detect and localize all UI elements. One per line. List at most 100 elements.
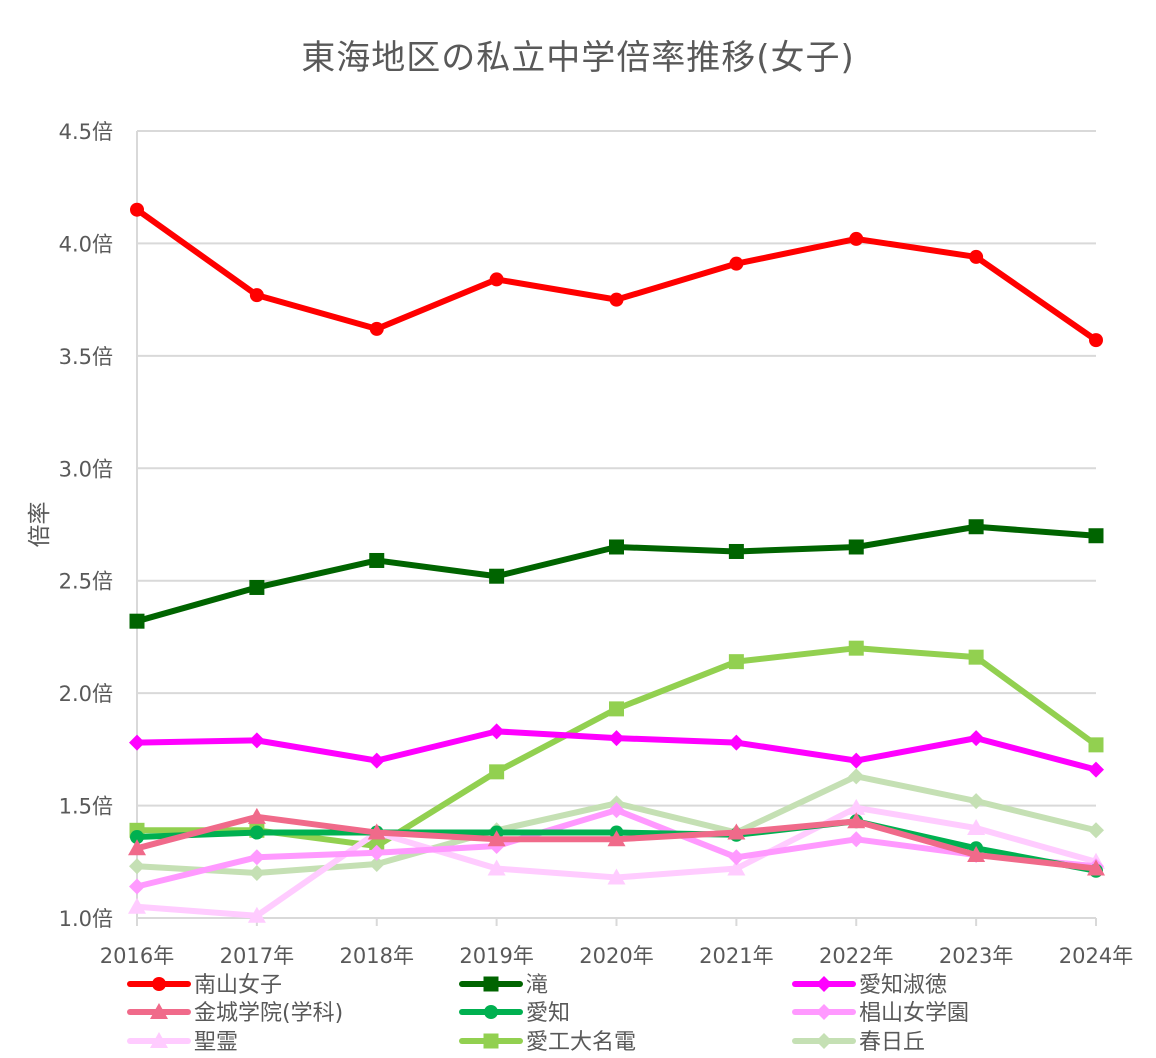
legend-item: 滝 (459, 973, 548, 998)
y-tick-label: 2.0倍 (59, 682, 113, 706)
data-point (489, 568, 505, 584)
y-tick-label: 1.0倍 (59, 907, 113, 931)
x-tick-label: 2021年 (699, 944, 773, 968)
data-point (488, 723, 505, 740)
data-point (968, 793, 985, 810)
legend-marker (484, 1005, 498, 1019)
data-point (368, 844, 385, 861)
x-tick-label: 2017年 (220, 944, 294, 968)
data-point (849, 231, 864, 246)
data-point (489, 272, 504, 287)
data-point (968, 649, 984, 665)
data-point (969, 249, 984, 264)
data-point (608, 730, 625, 747)
data-point (489, 764, 505, 780)
data-point (1088, 528, 1104, 544)
series-lines (128, 202, 1105, 923)
data-point (130, 830, 144, 845)
data-point (248, 849, 265, 866)
data-point (607, 868, 626, 885)
data-point (129, 734, 145, 751)
data-point (1088, 822, 1104, 839)
data-point (848, 539, 864, 555)
legend-item: 春日丘 (792, 1030, 925, 1055)
legend-marker (816, 1033, 832, 1049)
data-point (607, 830, 626, 847)
data-point (130, 202, 144, 217)
y-tick-label: 1.5倍 (59, 795, 113, 819)
data-point (608, 802, 625, 819)
data-point (848, 831, 865, 848)
chart-title: 東海地区の私立中学倍率推移(女子) (301, 38, 855, 78)
x-tick-label: 2016年 (100, 944, 174, 968)
legend-marker (816, 1004, 832, 1020)
series-3 (129, 723, 1104, 778)
series-1 (130, 202, 1103, 348)
data-point (369, 552, 385, 568)
series-4 (128, 807, 1105, 876)
legend-label: 愛知 (526, 1001, 570, 1026)
data-point (1087, 859, 1105, 876)
y-tick-label: 4.5倍 (59, 120, 113, 144)
data-point (1089, 333, 1103, 348)
data-point (609, 701, 624, 717)
data-point (128, 897, 146, 914)
legend-label: 聖霊 (194, 1030, 238, 1055)
data-point (247, 906, 266, 923)
data-point (728, 654, 744, 670)
data-point (368, 856, 385, 873)
x-tick-label: 2019年 (459, 944, 533, 968)
x-tick-label: 2023年 (939, 944, 1013, 968)
legend-label: 愛工大名電 (526, 1030, 636, 1055)
legend-label: 春日丘 (859, 1030, 925, 1055)
series-line (134, 804, 1099, 919)
legend-item: 聖霊 (127, 1030, 238, 1055)
data-point (728, 543, 744, 559)
series-line (134, 206, 1099, 344)
data-point (609, 539, 624, 555)
data-point (247, 807, 266, 824)
data-point (129, 878, 145, 895)
data-point (1088, 737, 1104, 753)
legend-item: 愛工大名電 (459, 1030, 636, 1055)
data-point (727, 859, 746, 876)
y-tick-label: 3.0倍 (59, 457, 113, 481)
x-tick-label: 2020年 (579, 944, 653, 968)
data-point (369, 321, 384, 336)
legend-marker (150, 1032, 168, 1048)
data-point (848, 768, 865, 785)
y-axis-title: 倍率 (27, 502, 53, 548)
data-point (967, 819, 986, 836)
data-point (968, 519, 984, 535)
data-point (1088, 761, 1104, 778)
data-point (249, 825, 264, 840)
legend-marker (483, 1033, 499, 1049)
data-point (487, 830, 506, 847)
legend-label: 椙山女学園 (859, 1001, 969, 1026)
data-point (848, 752, 865, 769)
data-point (129, 858, 145, 875)
legend-item: 愛知淑徳 (792, 973, 947, 998)
data-point (847, 812, 866, 829)
legend-item: 金城学院(学科) (127, 1001, 343, 1026)
legend-marker (152, 977, 166, 991)
axes: 1.0倍 1.5倍 2.0倍 2.5倍 3.0倍 3.5倍 4.0倍 4.5倍 2016年 201… (27, 120, 1133, 968)
data-point (367, 823, 386, 840)
legend-item: 愛知 (459, 1001, 570, 1026)
legend-label: 滝 (526, 973, 548, 998)
legend-marker (150, 1003, 168, 1019)
x-tick-label: 2018年 (340, 944, 414, 968)
x-tick-label: 2022年 (819, 944, 893, 968)
data-point (487, 859, 506, 876)
data-point (728, 734, 745, 751)
data-point (248, 865, 265, 882)
data-point (848, 640, 864, 656)
data-point (248, 732, 265, 749)
legend-marker (816, 976, 832, 992)
legend-item: 南山女子 (127, 973, 282, 998)
legend-item: 椙山女学園 (792, 1001, 969, 1026)
data-point (249, 288, 264, 303)
legend-label: 愛知淑徳 (859, 973, 947, 998)
